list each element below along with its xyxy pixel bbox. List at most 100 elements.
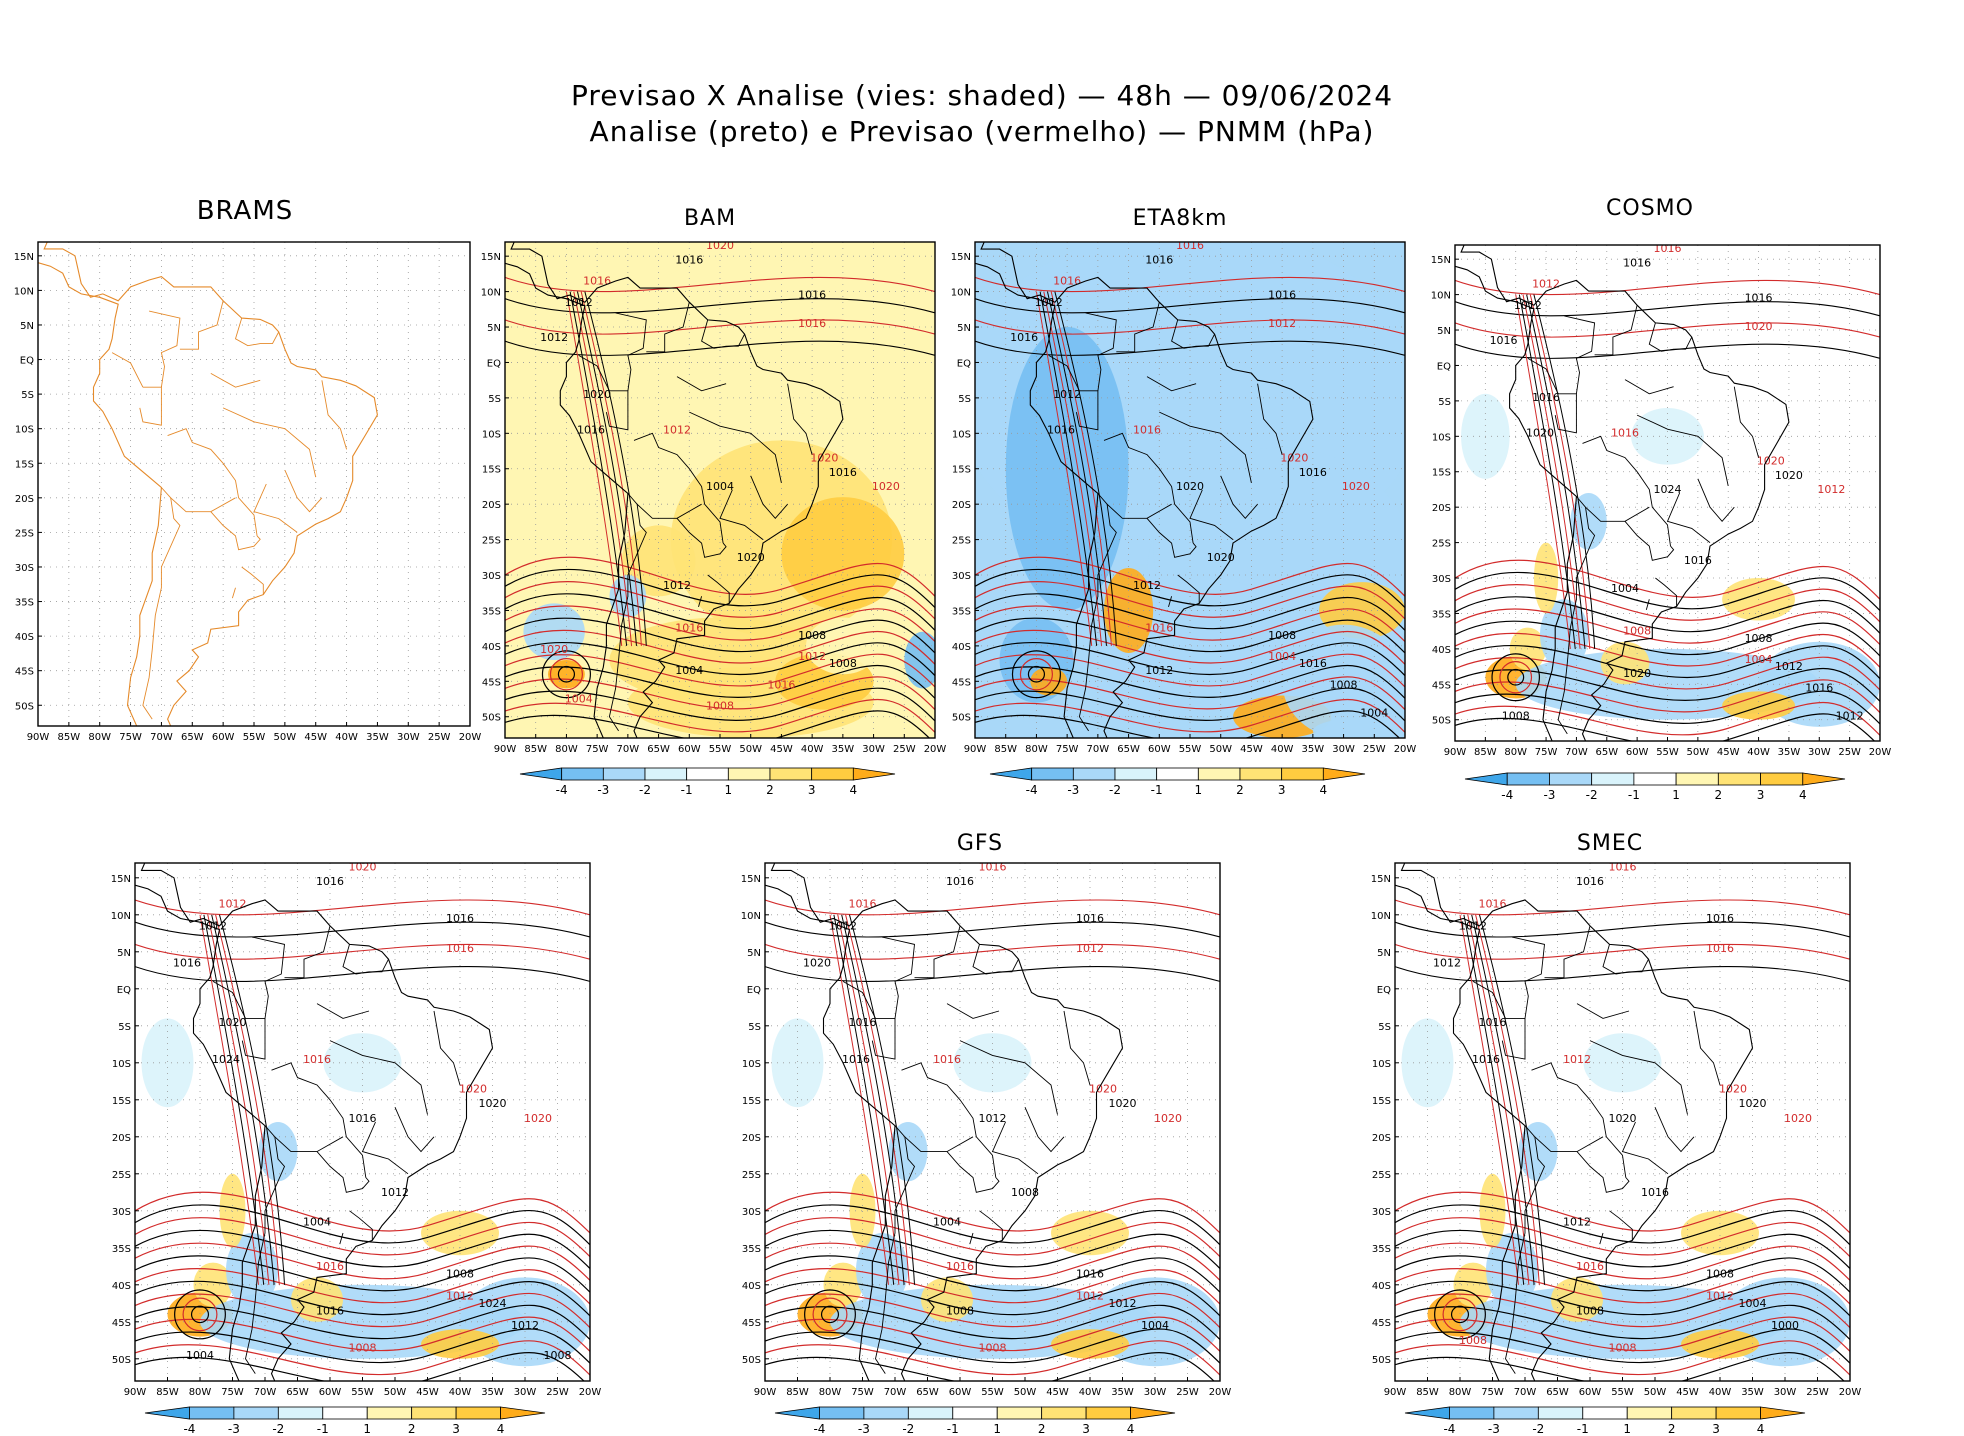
isobar-contours [1455,279,1880,741]
lat-tick-label: 30S [15,563,34,574]
lon-tick-label: 60W [1148,744,1171,755]
isobar-label-forecast: 1004 [1745,653,1773,666]
isobar-label-analysis: 1008 [1576,1304,1604,1317]
isobar-label-forecast: 1012 [1268,317,1296,330]
lon-tick-label: 50W [1644,1387,1667,1398]
figure-title-block: Previsao X Analise (vies: shaded) — 48h … [0,78,1964,150]
country-border [1501,1017,1526,1060]
isobar-label-forecast: 1008 [706,700,734,713]
isobar-label-analysis: 1016 [675,253,703,266]
colorbar-tick-label: 2 [766,783,774,797]
lon-tick-label: 45W [1676,1387,1699,1398]
lon-tick-label: 70W [254,1387,277,1398]
country-border [1024,1107,1065,1153]
lat-tick-label: 25S [742,1170,761,1181]
country-border [1621,1121,1669,1175]
lat-tick-label: 20S [952,500,971,511]
bias-shading-area [781,497,905,611]
colorbar-tick-label: 1 [1672,788,1680,802]
lat-tick-label: 35S [742,1244,761,1255]
country-border [871,1017,896,1060]
isobar-label-analysis: 1012 [511,1319,539,1332]
map-svg: 1016 1012 1016 1012 1016 1016 1020 1020 1016 1012… [1371,862,1861,1436]
country-border [179,300,224,350]
lat-tick-label: 5S [958,394,971,405]
colorbar-tick-label: 2 [1236,783,1244,797]
isobar-label-analysis: 1012 [1035,296,1063,309]
country-border [241,566,264,595]
colorbar-tick-label: -3 [1488,1422,1500,1436]
lat-tick-label: 35S [1372,1244,1391,1255]
country-border [1624,521,1675,561]
lat-tick-label: 10N [14,286,34,297]
country-border [1116,302,1160,353]
isobar-label-analysis: 1012 [1563,1216,1591,1229]
lat-tick-label: 20S [15,494,34,505]
lon-tick-label: 55W [981,1387,1004,1398]
country-border [1534,1136,1604,1153]
bias-shading-area [615,355,763,441]
lon-tick-label: 70W [1565,747,1588,758]
contour-labels: 1016 1012 1016 1016 1020 1024 1016 1020 1012 1004… [173,863,572,1362]
coastline [505,242,844,738]
lat-tick-label: 30S [1432,574,1451,585]
colorbar-tick-label: 1 [363,1422,371,1436]
isobar-label-analysis: 1012 [1109,1297,1137,1310]
colorbar-tick-label: 3 [1082,1422,1090,1436]
isobar-label-forecast: 1020 [706,239,734,252]
country-border [1257,383,1283,455]
country-border [881,936,915,1019]
isobar-label-forecast: 1020 [1154,1112,1182,1125]
isobar-label-forecast: 1016 [1576,1260,1604,1273]
lat-tick-label: 5N [20,321,34,332]
lat-tick-label: 15S [742,1096,761,1107]
panel-title: COSMO [1606,196,1694,221]
bias-shading-area [1533,542,1559,614]
coastline [1455,245,1790,741]
isobar-label-analysis: 1004 [186,1349,214,1362]
isobar-label-forecast: 1016 [1176,239,1204,252]
map-panel-5: 1016 1012 1016 1016 1020 1024 1016 1020 1012 1004… [95,825,605,1436]
isobar-label-analysis: 1016 [829,466,857,479]
isobar-label-analysis: 1008 [829,657,857,670]
country-border [142,487,181,720]
country-border [316,1151,370,1193]
lat-tick-label: 45S [482,677,501,688]
lon-tick-label: 35W [1302,744,1325,755]
country-border [1554,393,1577,434]
lon-tick-label: 65W [916,1387,939,1398]
colorbar-tick-label: 1 [1623,1422,1631,1436]
isobar-label-analysis: 1008 [1745,632,1773,645]
country-border [1063,1010,1091,1086]
grid-lines [1455,245,1880,741]
country-border [210,373,261,388]
colorbar-tick-label: -1 [1628,788,1640,802]
isobar-label-analysis: 1008 [544,1349,572,1362]
lon-tick-label: 65W [1546,1387,1569,1398]
lon-tick-label: 60W [1626,747,1649,758]
lon-tick-label: 50W [1209,744,1232,755]
lon-tick-label: 25W [1176,1387,1199,1398]
bias-shading-area [1631,407,1704,465]
country-border [253,483,298,533]
lon-tick-label: 20W [1209,1387,1232,1398]
lat-tick-label: 10S [742,1059,761,1070]
lon-tick-label: 35W [1111,1387,1134,1398]
lon-tick-label: 55W [1179,744,1202,755]
map-panel-eta8km: ETA8km 1016 1012 1016 1016 1012 1016 1020 1016 1… [935,200,1425,800]
lon-tick-label: 75W [1056,744,1079,755]
country-border [842,981,876,1019]
country-border [875,1125,916,1374]
colorbar-tick-label: -1 [681,783,693,797]
isobar-label-analysis: 1016 [173,957,201,970]
lat-tick-label: 40S [1372,1281,1391,1292]
lat-tick-label: 15N [1431,255,1451,266]
lat-tick-label: 10N [481,288,501,299]
isobar-label-analysis: 1016 [946,875,974,888]
lat-tick-label: 25S [1432,539,1451,550]
colorbar-tick-label: -2 [639,783,651,797]
isobar-label-forecast: 1016 [946,1260,974,1273]
isobar-label-analysis: 1004 [1739,1297,1767,1310]
colorbar-tick-label: 3 [808,783,816,797]
lon-tick-label: 30W [397,732,420,743]
